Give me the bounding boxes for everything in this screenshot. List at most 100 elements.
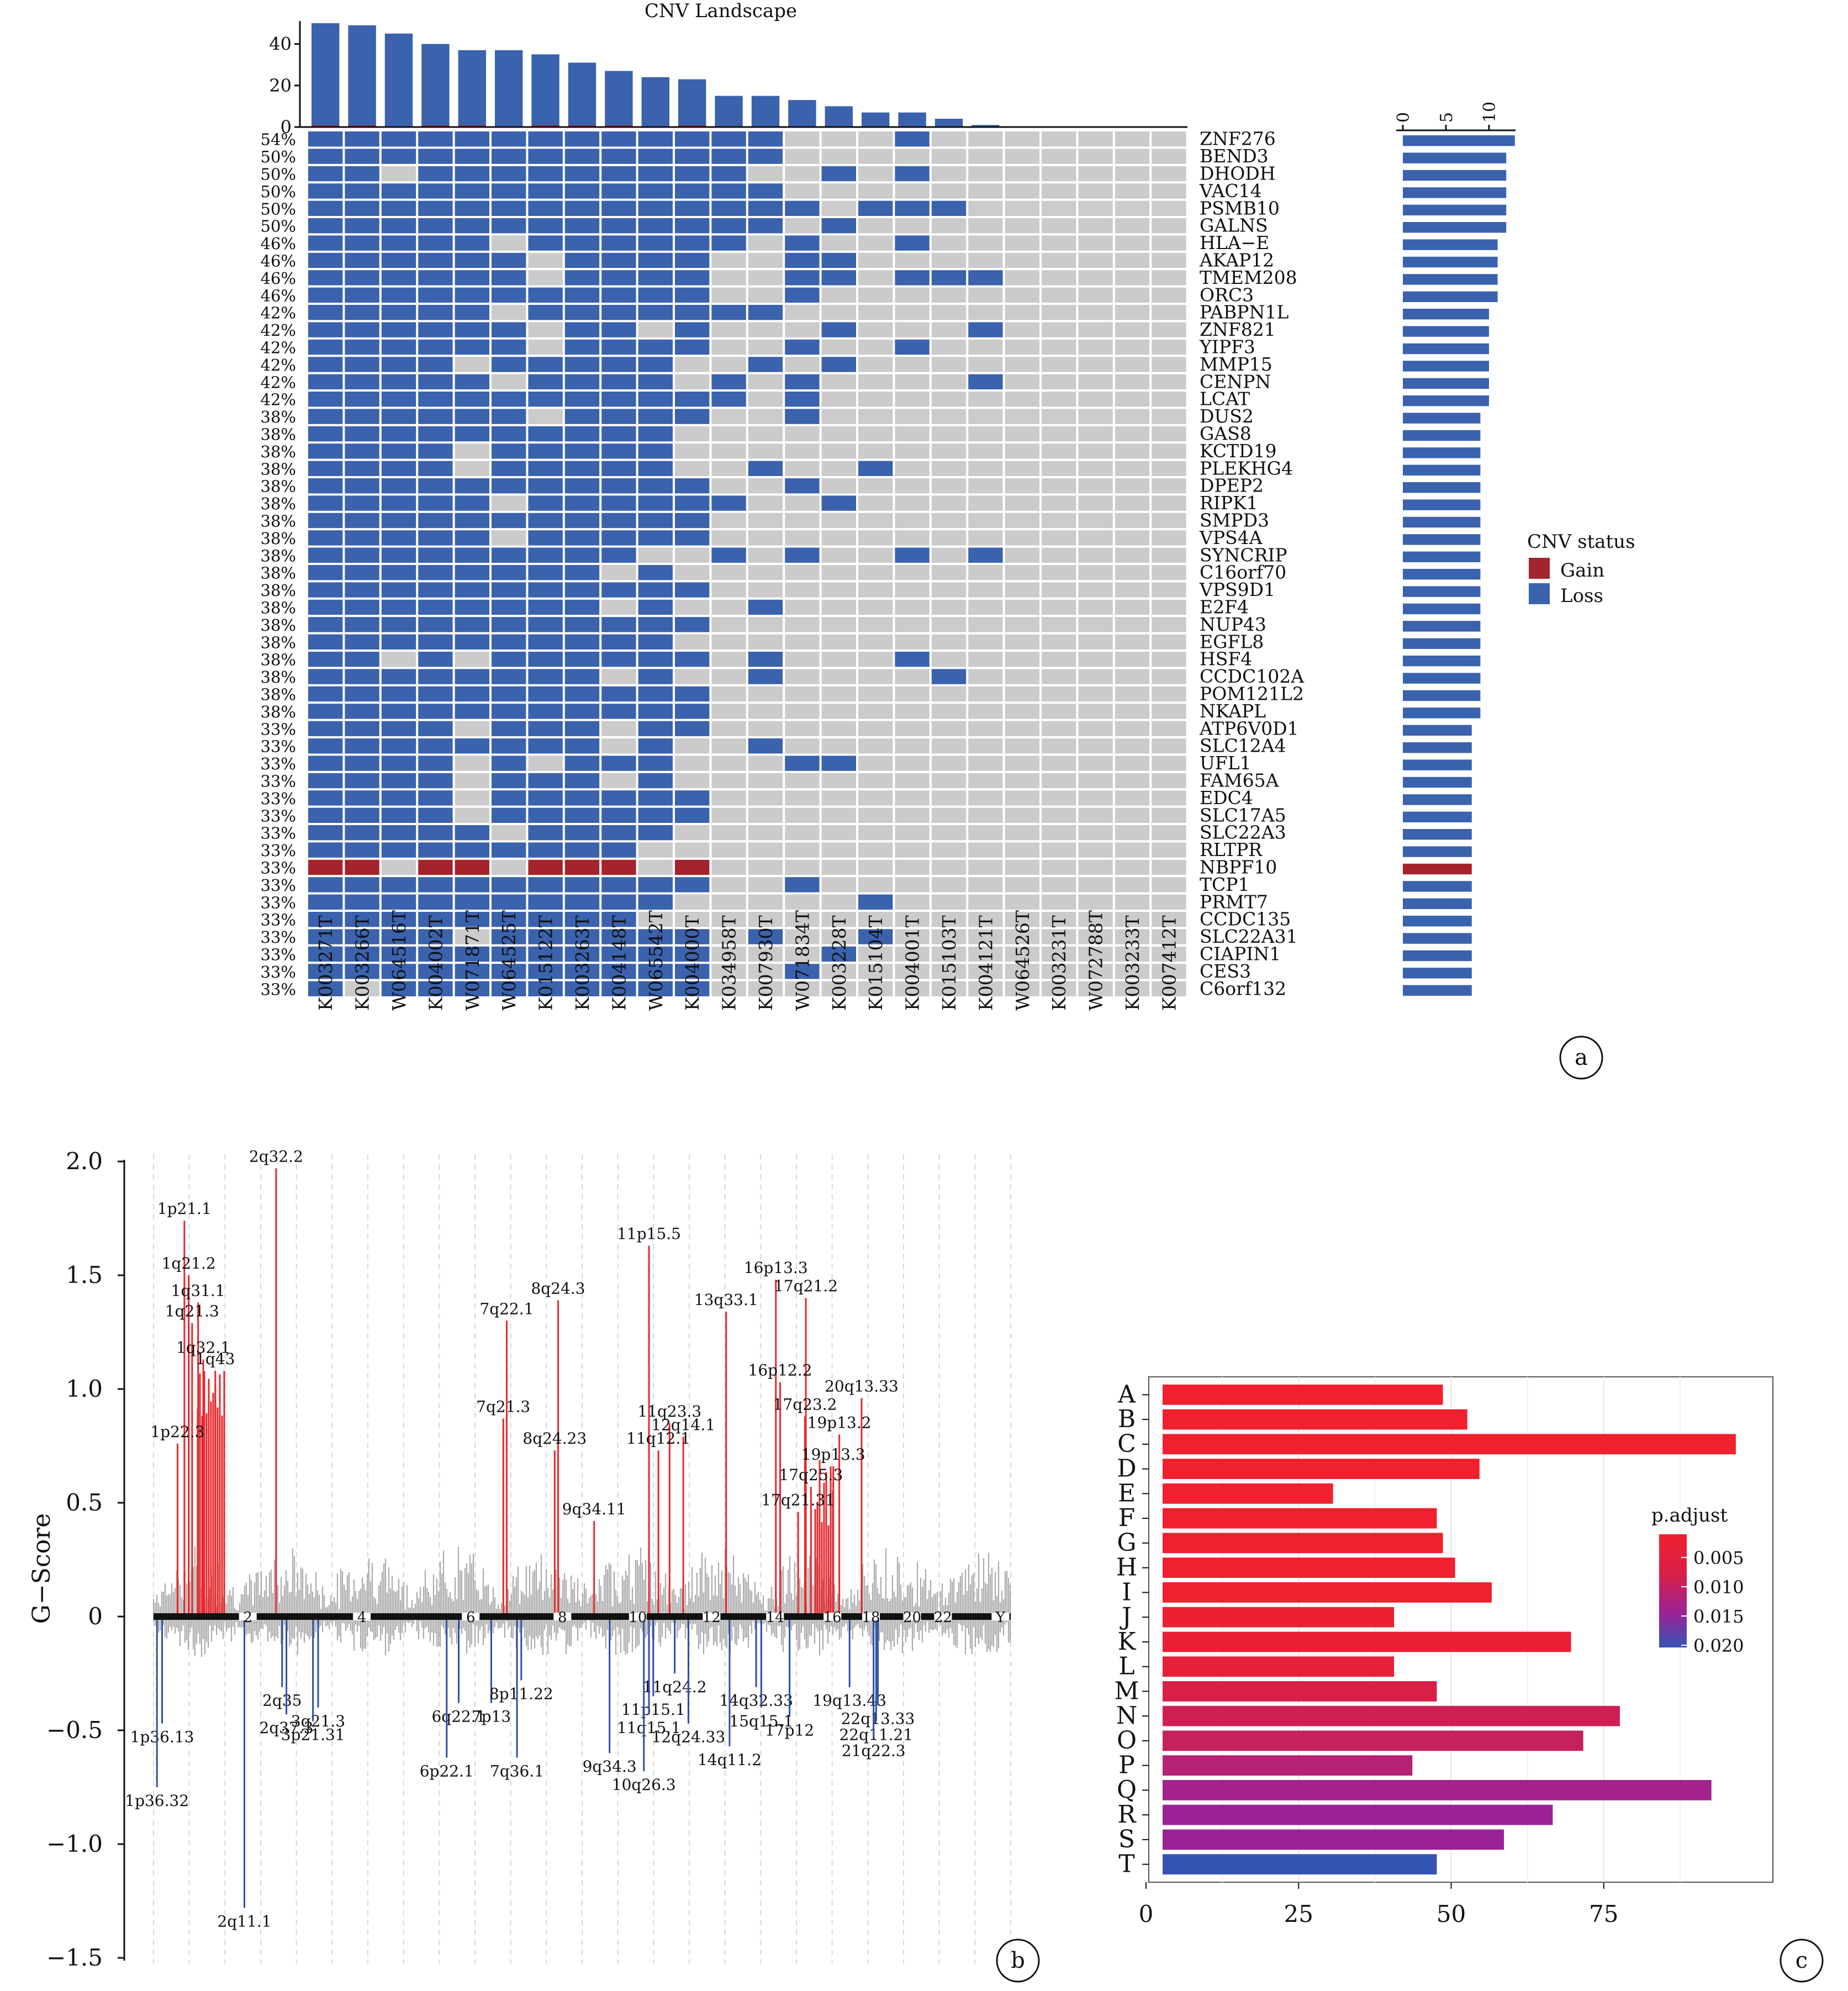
heatmap-cell — [308, 877, 343, 892]
enrichment-category-label: L — [1118, 1652, 1134, 1681]
heatmap-cell — [455, 252, 489, 268]
heatmap-cell — [785, 634, 820, 649]
heatmap-cell — [345, 149, 379, 164]
heatmap-cell — [748, 183, 783, 199]
heatmap-cell — [1042, 912, 1076, 927]
heatmap-cell — [821, 287, 856, 303]
heatmap-cell — [821, 669, 856, 684]
enrichment-category-label: J — [1120, 1603, 1132, 1631]
gene-count-bar — [1403, 482, 1481, 493]
heatmap-cell — [638, 894, 673, 910]
heatmap-cell — [345, 183, 379, 199]
heatmap-cell — [601, 929, 636, 944]
heatmap-cell — [931, 183, 967, 199]
heatmap-cell — [1152, 270, 1186, 286]
gene-count-bar — [1403, 898, 1472, 909]
heatmap-cell — [455, 704, 489, 719]
heatmap-cell — [1115, 200, 1150, 216]
heatmap-cell — [455, 773, 489, 789]
heatmap-cell — [564, 131, 600, 147]
heatmap-cell — [455, 946, 489, 962]
legend-label-gain: Gain — [1560, 559, 1604, 582]
heatmap-cell — [1152, 756, 1186, 771]
gene-percentage: 42% — [261, 339, 296, 357]
heatmap-cell — [1078, 495, 1113, 511]
sample-total-bar — [971, 125, 1000, 127]
heatmap-cell — [968, 599, 1003, 615]
heatmap-cell — [1078, 478, 1113, 494]
gscore-peak-label: 11p15.1 — [621, 1700, 685, 1719]
heatmap-cell — [968, 859, 1003, 875]
heatmap-cell — [381, 859, 416, 875]
heatmap-cell — [601, 392, 636, 407]
heatmap-cell — [748, 166, 783, 182]
heatmap-cell — [418, 686, 453, 702]
heatmap-cell — [675, 547, 710, 563]
heatmap-cell — [528, 443, 563, 459]
heatmap-cell — [1078, 357, 1113, 372]
heatmap-cell — [601, 721, 636, 736]
heatmap-cell — [748, 339, 783, 355]
heatmap-cell — [308, 807, 343, 823]
heatmap-cell — [455, 322, 489, 337]
heatmap-cell — [418, 183, 453, 199]
heatmap-cell — [1005, 183, 1039, 199]
heatmap-cell — [418, 149, 453, 164]
heatmap-cell — [528, 599, 563, 615]
heatmap-cell — [638, 339, 673, 355]
heatmap-cell — [638, 964, 673, 979]
heatmap-cell — [968, 738, 1003, 754]
heatmap-cell — [675, 305, 710, 320]
heatmap-cell — [492, 582, 526, 598]
heatmap-cell — [858, 357, 893, 372]
heatmap-cell — [858, 270, 893, 286]
heatmap-cell — [1005, 339, 1039, 355]
heatmap-cell — [564, 634, 600, 649]
heatmap-cell — [455, 461, 489, 476]
gene-label: DUS2 — [1200, 405, 1254, 427]
gscore-peak-label: 1q31.1 — [171, 1281, 225, 1300]
heatmap-cell — [968, 929, 1003, 944]
heatmap-cell — [308, 634, 343, 649]
heatmap-cell — [1042, 183, 1076, 199]
heatmap-cell — [748, 513, 783, 529]
heatmap-cell — [308, 322, 343, 337]
heatmap-cell — [785, 790, 820, 806]
heatmap-cell — [601, 305, 636, 320]
heatmap-cell — [858, 131, 893, 147]
top-axis-tick-label: 40 — [269, 34, 292, 55]
gscore-peak-label: 17q21.31 — [761, 1491, 835, 1509]
sample-label: W064525T — [498, 910, 520, 1011]
heatmap-cell — [1115, 252, 1150, 268]
heatmap-cell — [1152, 704, 1186, 719]
heatmap-cell — [748, 617, 783, 632]
gene-label: BEND3 — [1200, 145, 1269, 167]
heatmap-cell — [1042, 617, 1076, 632]
heatmap-cell — [1078, 669, 1113, 684]
heatmap-cell — [381, 738, 416, 754]
heatmap-cell — [381, 652, 416, 667]
gene-count-bar — [1403, 690, 1481, 701]
sample-total-bar — [825, 106, 853, 127]
heatmap-cell — [418, 877, 453, 892]
heatmap-cell — [1115, 565, 1150, 580]
gene-label: HSF4 — [1200, 648, 1252, 670]
heatmap-cell — [821, 218, 856, 234]
heatmap-cell — [675, 599, 710, 615]
heatmap-cell — [455, 547, 489, 563]
gene-percentage: 38% — [261, 494, 296, 513]
heatmap-cell — [455, 235, 489, 251]
heatmap-cell — [381, 270, 416, 286]
heatmap-cell — [895, 981, 930, 996]
gscore-peak-label: 10q26.3 — [612, 1776, 676, 1794]
heatmap-cell — [492, 773, 526, 789]
heatmap-cell — [418, 825, 453, 841]
gene-percentage: 42% — [261, 304, 296, 323]
heatmap-cell — [564, 270, 600, 286]
heatmap-cell — [345, 218, 379, 234]
enrichment-category-label: E — [1118, 1479, 1136, 1507]
heatmap-cell — [711, 877, 746, 892]
heatmap-cell — [1152, 565, 1186, 580]
heatmap-cell — [1078, 530, 1113, 546]
heatmap-cell — [675, 530, 710, 546]
